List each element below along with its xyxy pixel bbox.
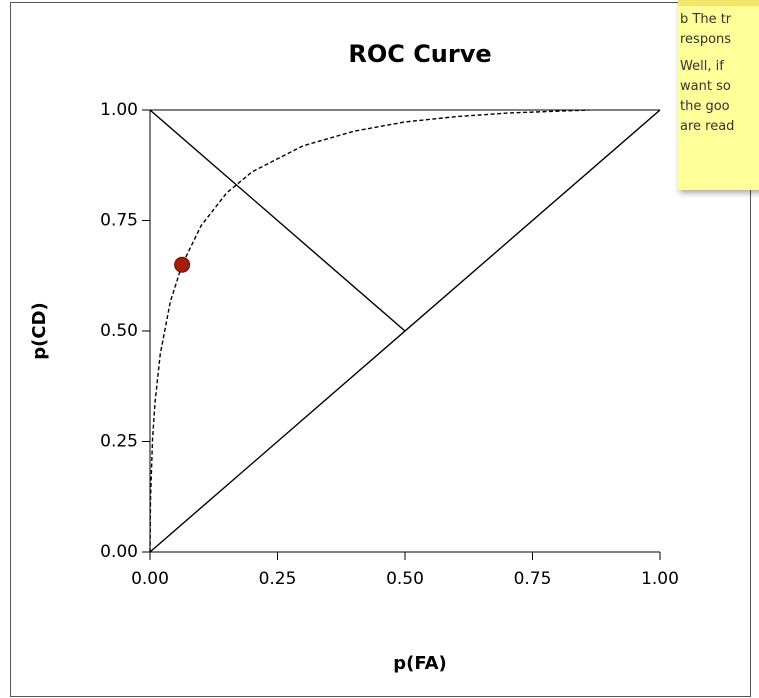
note-line: are read xyxy=(680,119,735,134)
reference-line xyxy=(149,109,406,332)
data-point xyxy=(174,256,191,273)
y-tick-label: 0.00 xyxy=(100,542,138,562)
y-tick-label: 1.00 xyxy=(100,100,138,120)
x-tick-label: 0.50 xyxy=(386,569,424,589)
x-tick-label: 0.75 xyxy=(514,569,552,589)
y-tick-label: 0.75 xyxy=(100,211,138,231)
note-line: the goo xyxy=(680,99,730,114)
note-line: want so xyxy=(680,79,731,94)
chart-frame xyxy=(10,2,751,697)
note-line: respons xyxy=(680,32,732,47)
y-tick-label: 0.25 xyxy=(100,432,138,452)
note-line: b The tr xyxy=(680,12,732,27)
x-tick-label: 0.00 xyxy=(131,569,169,589)
x-tick-label: 0.25 xyxy=(259,569,297,589)
sticky-note: b The tr respons Well, if want so the goo are… xyxy=(678,0,759,190)
y-axis-label: p(CD) xyxy=(29,302,50,360)
note-line: Well, if xyxy=(680,59,724,74)
x-tick-label: 1.00 xyxy=(641,569,679,589)
roc-curve xyxy=(149,109,589,553)
y-tick-label: 0.50 xyxy=(100,321,138,341)
x-axis-label: p(FA) xyxy=(393,653,447,674)
chart-title: ROC Curve xyxy=(348,40,491,68)
